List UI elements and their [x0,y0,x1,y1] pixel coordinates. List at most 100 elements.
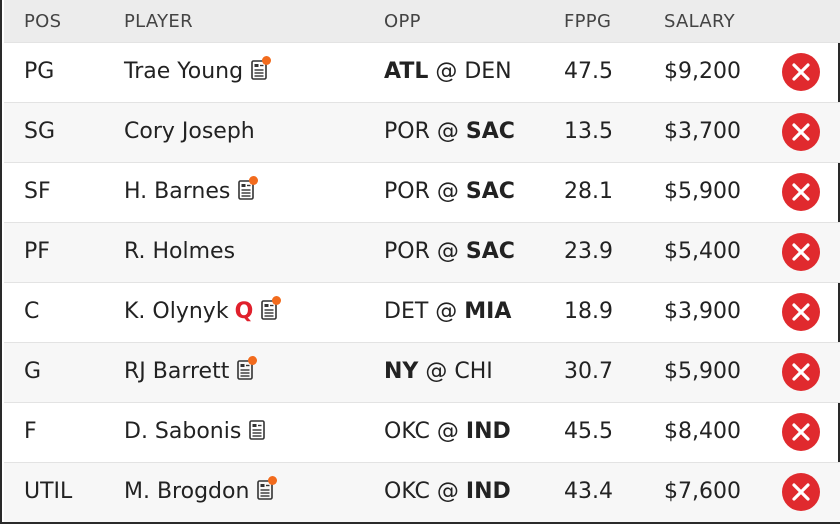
remove-player-button[interactable] [782,293,820,331]
away-team: OKC [384,419,430,444]
player-cell: M. Brogdon [124,476,278,504]
position-label: C [24,299,40,324]
news-alert-dot [268,476,278,485]
column-header-pos[interactable]: POS [24,11,62,32]
fppg-value: 28.1 [564,179,613,204]
home-team: MIA [464,299,512,324]
fppg-value: 47.5 [564,59,613,84]
news-alert-dot [272,296,282,305]
player-name[interactable]: D. Sabonis [124,419,242,444]
fppg-value: 43.4 [564,479,613,504]
position-label: G [24,359,42,384]
salary-value: $8,400 [664,419,741,444]
matchup-separator: @ [425,359,448,384]
matchup-cell: POR @ SAC [384,119,515,144]
column-header-player[interactable]: PLAYER [124,11,193,32]
matchup-separator: @ [436,179,459,204]
player-news-icon[interactable] [261,296,282,320]
salary-value: $5,900 [664,359,741,384]
matchup-cell: DET @ MIA [384,299,511,324]
player-cell: Trae Young [124,56,272,84]
matchup-cell: OKC @ IND [384,419,511,444]
player-news-icon[interactable] [238,176,259,200]
player-cell: D. Sabonis [124,419,266,444]
away-team: POR [384,179,430,204]
remove-player-button[interactable] [782,473,820,511]
away-team: ATL [384,59,429,84]
salary-value: $5,900 [664,179,741,204]
player-name[interactable]: Trae Young [124,59,244,84]
player-news-icon[interactable] [251,56,272,80]
player-news-icon[interactable] [257,476,278,500]
position-label: PG [24,59,55,84]
player-cell: RJ Barrett [124,356,258,384]
away-team: POR [384,119,430,144]
table-row: SG Cory Joseph POR @ SAC 13.5 $3,700 [4,102,840,162]
matchup-separator: @ [436,479,459,504]
away-team: DET [384,299,429,324]
player-name[interactable]: K. Olynyk [124,299,229,324]
remove-player-button[interactable] [782,53,820,91]
remove-player-button[interactable] [782,413,820,451]
player-name[interactable]: M. Brogdon [124,479,250,504]
away-team: OKC [384,479,430,504]
player-name[interactable]: RJ Barrett [124,359,230,384]
away-team: NY [384,359,419,384]
status-badge: Q [234,299,254,324]
salary-value: $9,200 [664,59,741,84]
player-name[interactable]: Cory Joseph [124,119,255,144]
position-label: SG [24,119,56,144]
table-row: SF H. Barnes POR @ SAC 28.1 $5,900 [4,162,840,222]
home-team: SAC [465,239,515,264]
salary-value: $5,400 [664,239,741,264]
column-header-fppg[interactable]: FPPG [564,11,612,32]
matchup-separator: @ [436,119,459,144]
position-label: PF [24,239,50,264]
home-team: SAC [465,119,515,144]
matchup-separator: @ [436,419,459,444]
column-header-salary[interactable]: SALARY [664,11,735,32]
remove-player-button[interactable] [782,233,820,271]
matchup-cell: POR @ SAC [384,179,515,204]
home-team: IND [465,479,511,504]
fppg-value: 45.5 [564,419,613,444]
news-alert-dot [262,56,272,65]
player-name[interactable]: H. Barnes [124,179,231,204]
player-news-icon[interactable] [237,356,258,380]
table-row: PF R. Holmes POR @ SAC 23.9 $5,400 [4,222,840,282]
player-name[interactable]: R. Holmes [124,239,236,264]
matchup-cell: OKC @ IND [384,479,511,504]
column-header-opp[interactable]: OPP [384,11,421,32]
salary-value: $7,600 [664,479,741,504]
matchup-cell: ATL @ DEN [384,59,512,84]
position-label: F [24,419,37,444]
table-row: F D. Sabonis OKC @ IND 45.5 $8,400 [4,402,840,462]
matchup-separator: @ [435,59,458,84]
salary-value: $3,900 [664,299,741,324]
matchup-separator: @ [435,299,458,324]
fppg-value: 30.7 [564,359,613,384]
remove-player-button[interactable] [782,113,820,151]
position-label: SF [24,179,51,204]
table-header: POS PLAYER OPP FPPG SALARY [4,0,840,42]
news-alert-dot [248,356,258,365]
player-cell: K. Olynyk Q [124,296,282,324]
home-team: SAC [465,179,515,204]
salary-value: $3,700 [664,119,741,144]
remove-player-button[interactable] [782,173,820,211]
matchup-cell: NY @ CHI [384,359,493,384]
matchup-cell: POR @ SAC [384,239,515,264]
away-team: POR [384,239,430,264]
home-team: IND [465,419,511,444]
fppg-value: 23.9 [564,239,613,264]
table-row: UTIL M. Brogdon OKC @ IND 43.4 $7,600 [4,462,840,522]
fppg-value: 13.5 [564,119,613,144]
player-cell: Cory Joseph [124,119,255,144]
table-row: C K. Olynyk Q DET @ MIA 18.9 $3,900 [4,282,840,342]
table-row: PG Trae Young ATL @ DEN 47.5 $9,200 [4,42,840,102]
remove-player-button[interactable] [782,353,820,391]
player-news-icon[interactable] [249,420,266,440]
matchup-separator: @ [436,239,459,264]
fppg-value: 18.9 [564,299,613,324]
